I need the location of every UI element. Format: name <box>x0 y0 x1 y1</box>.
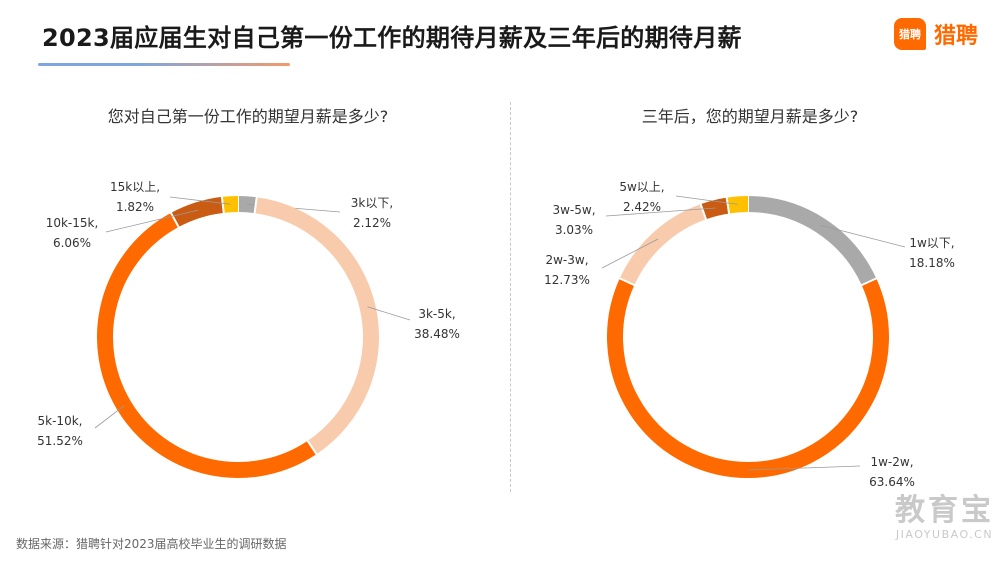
slice-value-label: 63.64% <box>869 475 915 489</box>
slice-label: 5w以上, <box>619 180 664 194</box>
slice-value-label: 2.42% <box>623 200 661 214</box>
slice-label: 3k以下, <box>351 196 393 210</box>
watermark-main: 教育宝 <box>895 493 994 528</box>
chart-divider <box>510 102 511 492</box>
slice-value-label: 2.12% <box>353 216 391 230</box>
leader-line <box>675 195 738 205</box>
watermark-sub: JIAOYUBAO.CN <box>895 528 994 541</box>
donut-slice <box>726 195 749 214</box>
slice-label: 5k-10k, <box>38 414 83 428</box>
donut-slice <box>747 196 877 286</box>
brand-name: 猎聘 <box>933 24 978 49</box>
slice-separator <box>699 202 708 221</box>
slice-value-label: 38.48% <box>414 327 460 341</box>
slice-label: 1w-2w, <box>870 455 913 469</box>
slice-separator <box>253 196 258 215</box>
slice-label: 3w-5w, <box>552 203 595 217</box>
slice-value-label: 1.82% <box>116 200 154 214</box>
slice-value-label: 18.18% <box>909 256 955 270</box>
watermark: 教育宝 JIAOYUBAO.CN <box>895 493 994 542</box>
donut-slice <box>619 204 707 286</box>
leader-line <box>819 224 906 248</box>
leader-line <box>605 207 716 217</box>
leader-line <box>105 209 199 233</box>
slice-separator <box>306 439 318 456</box>
slice-separator <box>618 277 636 287</box>
slice-value-label: 6.06% <box>53 236 91 250</box>
slice-value-label: 12.73% <box>544 273 590 287</box>
slice-label: 3k-5k, <box>418 307 455 321</box>
leader-line <box>169 196 231 205</box>
leader-line <box>94 405 125 429</box>
chart-title-first-job: 您对自己第一份工作的期望月薪是多少? <box>107 107 389 126</box>
slice-separator <box>725 196 731 215</box>
slice-value-label: 3.03% <box>555 223 593 237</box>
slice-label: 10k-15k, <box>46 216 99 230</box>
liepin-logo-icon: 猎聘 <box>893 18 926 50</box>
leader-line <box>367 306 411 321</box>
donut-slice <box>607 278 889 479</box>
slice-label: 1w以下, <box>909 236 954 250</box>
slice-separator <box>169 211 180 229</box>
title-underline <box>38 63 290 66</box>
slice-separator <box>220 195 225 214</box>
slice-value-label: 51.52% <box>37 434 83 448</box>
slice-label: 2w-3w, <box>545 253 588 267</box>
chart-title-three-years: 三年后，您的期望月薪是多少? <box>641 107 859 126</box>
slice-separator <box>860 277 878 287</box>
brand: 猎聘 猎聘 <box>893 18 978 50</box>
page-title: 2023届应届生对自己第一份工作的期待月薪及三年后的期待月薪 <box>42 24 742 52</box>
data-source-note: 数据来源：猎聘针对2023届高校毕业生的调研数据 <box>16 537 287 551</box>
slice-label: 15k以上, <box>110 180 160 194</box>
leader-line <box>601 238 659 269</box>
donut-slice <box>96 212 317 478</box>
leader-line <box>747 465 861 471</box>
